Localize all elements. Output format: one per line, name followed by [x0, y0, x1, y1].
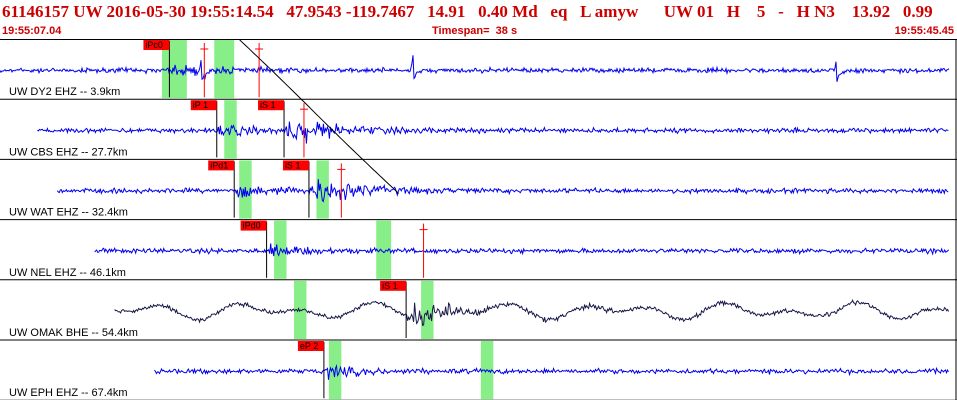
travel-time-curve	[238, 39, 399, 194]
window-end-time: 19:55:45.45	[894, 25, 954, 37]
p-pick-flag[interactable]	[240, 220, 267, 231]
s-pick-flag[interactable]	[282, 160, 309, 171]
waveform-trace	[94, 243, 950, 257]
s-pick-flag[interactable]	[258, 100, 285, 111]
p-pick-flag[interactable]	[297, 341, 324, 351]
pick-label: iP 1	[193, 100, 208, 110]
trace-panel[interactable]: iPc0 UW DY2 EHZ -- 3.9km	[0, 40, 957, 100]
channel-label: UW CBS EHZ -- 27.7km	[9, 146, 128, 158]
pick-label: iS 1	[285, 160, 301, 170]
p-pick-flag[interactable]	[208, 160, 235, 171]
pick-label: iS 1	[260, 100, 276, 110]
channel-label: UW NEL EHZ -- 46.1km	[9, 267, 126, 279]
pick-label: iPd1	[210, 160, 228, 170]
p-pick-flag[interactable]	[143, 40, 170, 50]
pick-window-band	[376, 220, 392, 279]
seismogram-traces[interactable]: iPc0 UW DY2 EHZ -- 3.9km iP 1 iS 1 UW CBS EH…	[0, 39, 957, 400]
waveform-trace	[37, 121, 949, 144]
pick-window-band	[421, 280, 434, 339]
pick-label: iS 1	[382, 281, 398, 291]
waveform-trace	[56, 179, 949, 203]
waveform-trace	[0, 55, 950, 82]
s-pick-flag[interactable]	[380, 280, 407, 291]
trace-panel[interactable]: iPd1 iS 1 UW WAT EHZ -- 32.4km	[0, 160, 957, 221]
channel-label: UW DY2 EHZ -- 3.9km	[9, 86, 120, 98]
channel-label: UW EPH EHZ -- 67.4km	[9, 387, 128, 399]
waveform-trace	[114, 298, 950, 326]
waveform-trace	[154, 363, 949, 380]
channel-label: UW OMAK BHE -- 54.4km	[9, 327, 138, 339]
event-summary-line: 61146157 UW 2016-05-30 19:55:14.54 47.95…	[2, 2, 933, 21]
trace-panel[interactable]: iPd0 UW NEL EHZ -- 46.1km	[0, 220, 957, 281]
p-pick-flag[interactable]	[190, 100, 217, 111]
pick-label: iPd0	[243, 221, 261, 231]
pick-label: iPc0	[145, 40, 163, 50]
trace-panel[interactable]: iS 1 UW OMAK BHE -- 54.4km	[0, 280, 957, 341]
trace-panel[interactable]: eP 2 UW EPH EHZ -- 67.4km	[0, 341, 957, 400]
timespan-readout: Timespan= 38 s	[432, 25, 518, 37]
channel-label: UW WAT EHZ -- 32.4km	[9, 207, 128, 219]
pick-window-band	[316, 160, 329, 219]
pick-window-band	[214, 40, 235, 99]
window-start-time: 19:55:07.04	[2, 25, 62, 37]
trace-panel[interactable]: iP 1 iS 1 UW CBS EHZ -- 27.7km	[0, 100, 957, 160]
pick-label: eP 2	[300, 341, 318, 351]
event-header: 61146157 UW 2016-05-30 19:55:14.54 47.95…	[0, 0, 957, 40]
